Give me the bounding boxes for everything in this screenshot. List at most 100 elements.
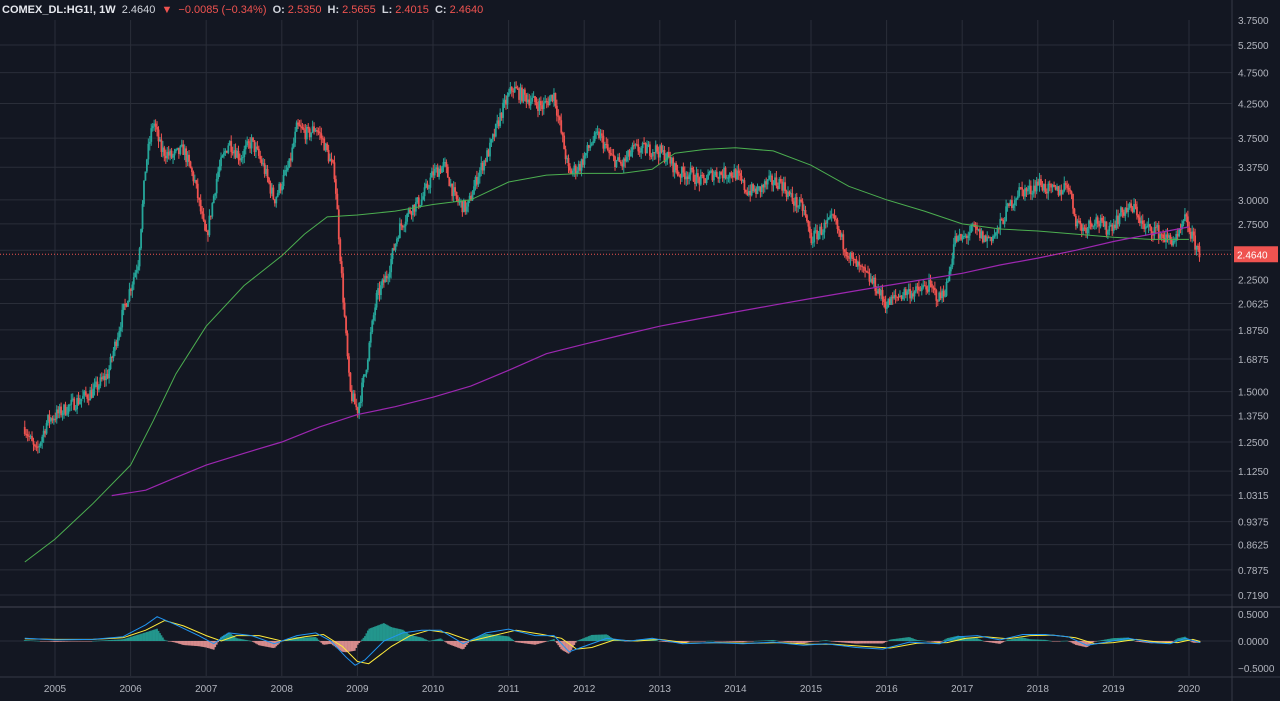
candle-body bbox=[601, 133, 603, 136]
macd-histogram-bar bbox=[833, 641, 836, 642]
macd-histogram-bar bbox=[542, 641, 545, 643]
macd-histogram-bar bbox=[79, 641, 81, 642]
macd-histogram-bar bbox=[567, 641, 570, 654]
macd-histogram-bar bbox=[938, 641, 941, 643]
candle-body bbox=[494, 123, 497, 137]
candle-body bbox=[640, 148, 643, 153]
macd-histogram-bar bbox=[1022, 637, 1025, 641]
candle-body bbox=[471, 194, 474, 201]
candle-body bbox=[1154, 227, 1157, 229]
macd-histogram-bar bbox=[942, 640, 945, 641]
candle-body bbox=[843, 249, 846, 252]
candle-body bbox=[846, 256, 849, 258]
candle-body bbox=[288, 158, 291, 168]
candle-body bbox=[801, 201, 804, 212]
macd-histogram-bar bbox=[846, 641, 849, 643]
macd-histogram-bar bbox=[89, 641, 92, 642]
moving-averages bbox=[0, 147, 1232, 563]
candle-body bbox=[1053, 184, 1055, 187]
macd-histogram-bar bbox=[42, 641, 45, 642]
macd-histogram-bar bbox=[766, 640, 769, 641]
macd-histogram-bar bbox=[1056, 641, 1058, 642]
macd-histogram-bar bbox=[119, 639, 122, 641]
price-tick-label: 2.7500 bbox=[1238, 220, 1269, 231]
macd-histogram-bar bbox=[842, 641, 845, 643]
candle-body bbox=[836, 219, 839, 230]
macd-histogram-bar bbox=[1086, 641, 1089, 647]
macd-histogram-bar bbox=[503, 635, 506, 641]
candle-body bbox=[119, 327, 122, 332]
macd-histogram-bar bbox=[880, 641, 882, 644]
macd-histogram-bar bbox=[939, 641, 942, 642]
candle-body bbox=[960, 234, 962, 240]
macd-histogram-bar bbox=[73, 641, 76, 642]
price-tick-label: 4.7500 bbox=[1238, 69, 1269, 80]
candle-body bbox=[1173, 240, 1176, 242]
candle-body bbox=[227, 145, 230, 153]
macd-histogram-bar bbox=[36, 640, 39, 642]
macd-histogram-bar bbox=[731, 641, 734, 642]
macd-histogram-bar bbox=[1008, 639, 1010, 641]
candle-body bbox=[711, 170, 714, 181]
candle-body bbox=[1198, 246, 1201, 258]
candle-body bbox=[505, 99, 507, 105]
candle-body bbox=[87, 398, 90, 401]
macd-tick-label: 0.5000 bbox=[1238, 610, 1269, 621]
macd-histogram-bar bbox=[64, 641, 67, 642]
macd-histogram-bar bbox=[444, 641, 446, 642]
candle-body bbox=[112, 350, 115, 358]
candle-body bbox=[893, 295, 896, 299]
macd-histogram-bar bbox=[763, 640, 766, 641]
candle-body bbox=[650, 155, 653, 157]
candle-body bbox=[715, 171, 718, 177]
macd-histogram-bar bbox=[1111, 638, 1114, 641]
candle-body bbox=[984, 235, 987, 242]
macd-histogram-bar bbox=[413, 635, 416, 641]
macd-histogram-bar bbox=[271, 641, 273, 648]
candle-body bbox=[29, 436, 32, 438]
time-tick-label: 2018 bbox=[1027, 684, 1050, 695]
macd-histogram-bar bbox=[1106, 639, 1109, 641]
macd-histogram-bar bbox=[602, 634, 605, 641]
macd-histogram-bar bbox=[1079, 641, 1082, 646]
macd-histogram-bar bbox=[907, 637, 910, 641]
candle-body bbox=[1131, 207, 1134, 213]
candle-body bbox=[285, 170, 288, 172]
candle-body bbox=[1045, 191, 1048, 194]
macd-histogram-bar bbox=[217, 641, 220, 643]
macd-histogram-bar bbox=[191, 641, 193, 646]
macd-signal-line bbox=[24, 619, 1201, 665]
candle-body bbox=[551, 94, 554, 102]
candle-body bbox=[522, 89, 525, 102]
candle-body bbox=[108, 369, 110, 379]
macd-histogram-bar bbox=[491, 634, 494, 641]
candle-body bbox=[1197, 245, 1199, 247]
macd-histogram-bar bbox=[1090, 641, 1093, 644]
macd-histogram-bar bbox=[1192, 641, 1195, 643]
macd-histogram-bar bbox=[1050, 640, 1053, 642]
candle-body bbox=[353, 393, 356, 405]
candle-body bbox=[1149, 224, 1151, 228]
candle-body bbox=[426, 183, 429, 188]
candle-body bbox=[859, 265, 862, 267]
macd-histogram-bar bbox=[1009, 639, 1012, 641]
candle-body bbox=[160, 139, 163, 152]
candle-body bbox=[84, 391, 87, 395]
candle-body bbox=[856, 261, 859, 267]
symbol-label[interactable]: COMEX_DL:HG1!, 1W bbox=[2, 4, 116, 16]
candle-body bbox=[156, 126, 158, 130]
macd-histogram-bar bbox=[573, 641, 576, 645]
macd-histogram-bar bbox=[547, 640, 550, 642]
candle-body bbox=[80, 398, 83, 402]
macd-histogram-bar bbox=[686, 641, 689, 643]
candle-body bbox=[1165, 234, 1167, 243]
candle-body bbox=[476, 177, 478, 185]
candle-body bbox=[865, 270, 868, 272]
macd-histogram-bar bbox=[582, 638, 584, 641]
candle-body bbox=[1022, 189, 1025, 197]
candle-body bbox=[321, 138, 324, 140]
candle-body bbox=[606, 144, 609, 151]
macd-histogram-bar bbox=[916, 639, 919, 641]
